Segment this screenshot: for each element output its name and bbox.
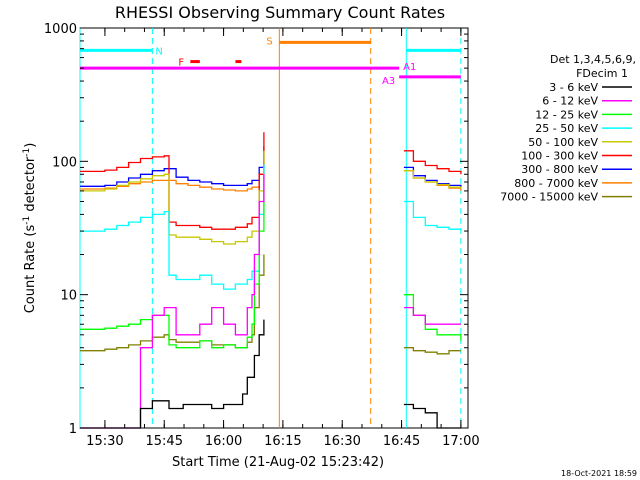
series-line-0 (80, 319, 461, 429)
annotation-a3-label: A3 (382, 76, 395, 87)
legend-header-line-1: Det 1,3,4,5,6,9, (550, 53, 636, 66)
y-tick-label-1: 10 (60, 289, 77, 304)
annotation-s-label: S (266, 36, 272, 47)
series-line-5 (80, 132, 462, 230)
legend-header-line-2: FDecim 1 (576, 67, 628, 80)
annotations: N F S A1 A3 (79, 28, 462, 428)
y-axis: 1 10 100 1000 (44, 22, 468, 437)
x-tick-label-2: 16:00 (205, 434, 242, 449)
chart-title: RHESSI Observing Summary Count Rates (115, 3, 445, 22)
x-tick-label-1: 15:45 (146, 434, 183, 449)
annotation-n-label: N (155, 46, 162, 57)
x-tick-label-5: 16:45 (383, 434, 420, 449)
legend-label-2: 12 - 25 keV (535, 108, 598, 121)
y-axis-label-mid: detector (23, 156, 38, 216)
annotation-a1-label: A1 (403, 62, 416, 73)
x-tick-label-4: 16:30 (323, 434, 360, 449)
y-axis-label-sup1: -1 (22, 216, 32, 225)
y-axis-label: Count Rate (s-1 detector-1) (22, 143, 38, 314)
legend-label-5: 100 - 300 keV (521, 150, 598, 163)
legend-label-3: 25 - 50 keV (535, 122, 598, 135)
legend-label-7: 800 - 7000 keV (514, 177, 598, 190)
y-tick-label-3: 1000 (44, 22, 77, 37)
y-axis-label-sup2: -1 (22, 148, 32, 157)
y-tick-label-0: 1 (69, 422, 77, 437)
x-axis-label: Start Time (21-Aug-02 15:23:42) (172, 455, 384, 470)
y-axis-label-post: ) (23, 143, 38, 148)
series-line-2 (80, 190, 462, 349)
legend-label-8: 7000 - 15000 keV (500, 191, 598, 204)
x-tick-label-0: 15:30 (86, 434, 123, 449)
legend-label-6: 300 - 800 keV (521, 163, 598, 176)
footer-date: 18-Oct-2021 18:59 (561, 469, 637, 478)
legend-label-0: 3 - 6 keV (549, 81, 598, 94)
y-tick-label-2: 100 (52, 155, 77, 170)
x-axis: 15:30 15:45 16:00 16:15 16:30 16:45 17:00 (86, 28, 480, 449)
y-axis-label-pre: Count Rate (s (23, 225, 38, 314)
legend-label-4: 50 - 100 keV (528, 136, 598, 149)
series-line-1 (80, 174, 461, 429)
series-group (80, 132, 462, 429)
series-line-7 (80, 155, 462, 192)
legend-label-1: 6 - 12 keV (542, 95, 598, 108)
x-tick-label-3: 16:15 (264, 434, 301, 449)
annotation-f-label: F (178, 58, 184, 69)
series-line-8 (80, 254, 461, 355)
plot-area (79, 27, 469, 429)
series-line-4 (80, 150, 462, 245)
x-tick-label-6: 17:00 (442, 434, 479, 449)
plot-border (79, 27, 469, 429)
series-line-3 (80, 164, 462, 290)
series-line-6 (80, 146, 462, 188)
